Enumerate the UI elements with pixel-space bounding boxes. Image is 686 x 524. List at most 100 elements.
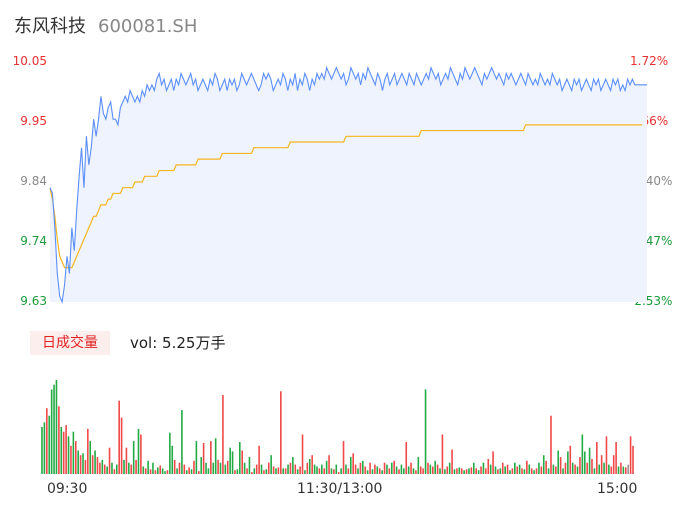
volume-bar bbox=[308, 458, 311, 474]
volume-bar bbox=[296, 469, 299, 474]
volume-bar bbox=[480, 466, 482, 474]
volume-bar bbox=[164, 471, 166, 474]
volume-bar bbox=[538, 462, 540, 474]
volume-bar bbox=[144, 468, 147, 474]
volume-bar bbox=[333, 469, 335, 474]
volume-bar bbox=[415, 470, 417, 474]
volume-bar bbox=[359, 462, 362, 474]
volume-bar bbox=[366, 470, 369, 474]
x-tick-midday: 11:30/13:00 bbox=[297, 481, 383, 497]
volume-bar bbox=[318, 468, 321, 474]
y-left-tick-4: 9.63 bbox=[20, 294, 47, 308]
volume-bar bbox=[321, 464, 323, 474]
volume-bar bbox=[352, 453, 354, 474]
volume-bar bbox=[610, 466, 613, 474]
volume-bar bbox=[383, 462, 386, 474]
volume-bar bbox=[632, 445, 634, 474]
volume-bar bbox=[612, 455, 615, 474]
volume-bar bbox=[571, 462, 574, 474]
volume-bar bbox=[253, 468, 256, 474]
volume-bar bbox=[118, 400, 120, 474]
volume-bar bbox=[70, 445, 72, 474]
volume-bar bbox=[362, 460, 364, 474]
volume-bar bbox=[516, 466, 519, 474]
volume-bar bbox=[229, 447, 231, 474]
volume-bar bbox=[72, 431, 75, 474]
volume-bar bbox=[345, 464, 347, 474]
volume-bar bbox=[386, 464, 388, 474]
volume-bar bbox=[181, 410, 183, 474]
volume-bar bbox=[530, 468, 533, 474]
volume-bar bbox=[123, 459, 125, 474]
y-left-tick-1: 9.95 bbox=[20, 114, 47, 128]
volume-bar bbox=[200, 457, 203, 474]
stock-title: 东风科技 600081.SH bbox=[14, 12, 197, 38]
volume-bar bbox=[624, 467, 627, 474]
volume-bar bbox=[198, 471, 200, 474]
volume-bar bbox=[323, 468, 326, 474]
volume-bar bbox=[265, 469, 268, 474]
volume-bar bbox=[190, 469, 193, 474]
volume-bar bbox=[550, 415, 552, 474]
volume-bar bbox=[598, 464, 601, 474]
volume-bar bbox=[108, 447, 111, 474]
volume-bar bbox=[214, 438, 217, 474]
volume-bar bbox=[514, 462, 516, 474]
volume-bar bbox=[142, 466, 145, 474]
volume-bar bbox=[528, 464, 531, 474]
volume-bar bbox=[407, 466, 410, 474]
volume-bar bbox=[468, 468, 470, 474]
volume-bar bbox=[106, 466, 108, 474]
volume-bar bbox=[547, 468, 550, 474]
volume-bar bbox=[241, 450, 244, 474]
volume-bar bbox=[439, 468, 441, 474]
volume-bar bbox=[475, 468, 477, 474]
volume-bar bbox=[195, 441, 198, 474]
volume-bar bbox=[222, 395, 224, 474]
volume-bar bbox=[569, 445, 572, 474]
volume-bar bbox=[154, 470, 157, 474]
volume-bar bbox=[251, 472, 253, 474]
volume-bar bbox=[130, 464, 133, 474]
volume-bar bbox=[43, 422, 46, 474]
volume-bar bbox=[140, 434, 142, 474]
volume-bar bbox=[376, 466, 379, 474]
y-right-tick-0: 1.72% bbox=[630, 54, 669, 68]
volume-bar bbox=[615, 442, 617, 474]
volume-bar bbox=[393, 460, 395, 474]
volume-bar bbox=[596, 442, 598, 474]
volume-bar bbox=[243, 462, 246, 474]
volume-bar bbox=[559, 457, 562, 474]
volume-bar bbox=[545, 460, 547, 474]
volume-bar bbox=[183, 464, 186, 474]
volume-bar bbox=[608, 464, 610, 474]
volume-bar bbox=[188, 467, 190, 474]
volume-bar bbox=[540, 466, 543, 474]
x-tick-open: 09:30 bbox=[47, 481, 88, 497]
price-line bbox=[49, 65, 647, 305]
volume-bar bbox=[371, 469, 374, 474]
volume-bar bbox=[364, 466, 367, 474]
volume-bar bbox=[50, 389, 53, 474]
volume-bar bbox=[260, 464, 263, 474]
volume-bar bbox=[422, 468, 424, 474]
volume-bar bbox=[115, 464, 118, 474]
volume-bar bbox=[147, 460, 149, 474]
volume-bar bbox=[460, 468, 463, 474]
volume-bar bbox=[403, 468, 405, 474]
volume-bar bbox=[600, 455, 603, 474]
volume-bar bbox=[542, 455, 545, 474]
volume-bar bbox=[509, 470, 511, 474]
volume-bar bbox=[431, 466, 434, 474]
volume-bar bbox=[258, 445, 260, 474]
volume-bar bbox=[234, 470, 236, 474]
volume-bar bbox=[340, 468, 342, 474]
stock-name: 东风科技 bbox=[14, 16, 86, 37]
volume-bar bbox=[330, 468, 333, 474]
average-price-line bbox=[49, 124, 643, 269]
volume-bar bbox=[60, 427, 63, 474]
volume-bar bbox=[219, 462, 222, 474]
volume-bar bbox=[84, 459, 87, 474]
volume-bar bbox=[489, 464, 492, 474]
